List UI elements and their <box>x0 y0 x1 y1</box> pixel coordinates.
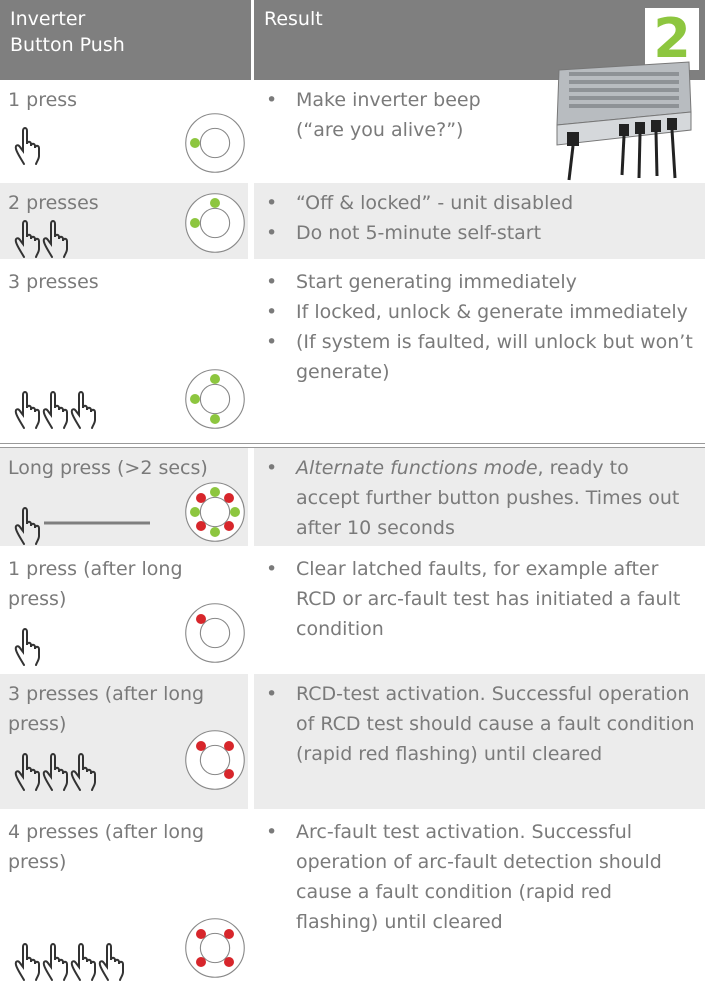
action-cell: 1 press (after long press) <box>0 549 251 671</box>
table-row: 1 press (after long press) Clear latched… <box>0 549 705 674</box>
action-cell: 3 presses (after long press) <box>0 674 251 809</box>
action: 1 press <box>8 89 78 111</box>
result: RCD-test activation. Successful operatio… <box>266 679 695 769</box>
result: (If system is faulted, will unlock but w… <box>266 327 695 387</box>
header-text: Inverter Button Push <box>10 8 125 56</box>
header-cell: Result <box>254 0 705 80</box>
icons <box>14 193 245 258</box>
header-cell: Inverter Button Push <box>0 0 251 80</box>
table-row: 1 press Make inverter beep (“are you ali… <box>0 61 705 183</box>
action: 3 presses <box>8 271 99 293</box>
action: 1 press (after long press) <box>8 558 183 610</box>
icons <box>14 482 245 545</box>
action-cell: Long press (>2 secs) <box>0 448 251 546</box>
result: Clear latched faults, for example after … <box>266 554 695 644</box>
inverter-image <box>556 61 692 181</box>
icons <box>14 730 245 791</box>
icons <box>14 918 245 981</box>
result-cell: Clear latched faults, for example after … <box>254 549 705 671</box>
result-cell: Alternate functions mode, ready to accep… <box>254 448 705 546</box>
result: If locked, unlock & generate immediately <box>266 297 695 327</box>
action-cell: 4 presses (after long press) <box>0 812 251 1007</box>
result: Make inverter beep (“are you alive?”) <box>266 85 526 145</box>
action-cell: 2 presses <box>0 183 251 259</box>
table-row: 2 presses “Off & locked” - unit disabled… <box>0 183 705 262</box>
result: Start generating immediately <box>266 267 695 297</box>
result: Arc-fault test activation. Successful op… <box>266 817 695 937</box>
result-cell: RCD-test activation. Successful operatio… <box>254 674 705 809</box>
result-cell: Arc-fault test activation. Successful op… <box>254 812 705 1007</box>
action-cell: 1 press <box>0 80 251 180</box>
icons <box>14 369 245 429</box>
icons <box>14 603 245 666</box>
action: 2 presses <box>8 192 99 214</box>
result-emphasis: Alternate functions mode <box>296 457 538 479</box>
result: “Off & locked” - unit disabled <box>266 188 695 218</box>
table-row: Long press (>2 secs) Alternate functions… <box>0 448 705 549</box>
action-cell: 3 presses <box>0 262 251 443</box>
table-row: 4 presses (after long press) Arc-fault t… <box>0 812 705 1007</box>
result-cell: “Off & locked” - unit disabledDo not 5-m… <box>254 183 705 259</box>
double-rule <box>0 443 705 448</box>
result-cell: Make inverter beep (“are you alive?”) <box>254 61 705 181</box>
icons <box>14 113 245 173</box>
action: Long press (>2 secs) <box>8 457 208 479</box>
result-text: , ready to accept further button pushes.… <box>296 457 680 539</box>
result-cell: Start generating immediatelyIf locked, u… <box>254 262 705 443</box>
table-row: 3 presses (after long press) RCD-test ac… <box>0 674 705 812</box>
header-text: Result <box>264 8 323 30</box>
result: Do not 5-minute self-start <box>266 218 695 248</box>
result: Alternate functions mode, ready to accep… <box>266 453 695 543</box>
action: 3 presses (after long press) <box>8 683 205 735</box>
action: 4 presses (after long press) <box>8 821 205 873</box>
badge: 2 <box>645 8 699 70</box>
table-row: 3 presses Start generating immediatelyIf… <box>0 262 705 443</box>
